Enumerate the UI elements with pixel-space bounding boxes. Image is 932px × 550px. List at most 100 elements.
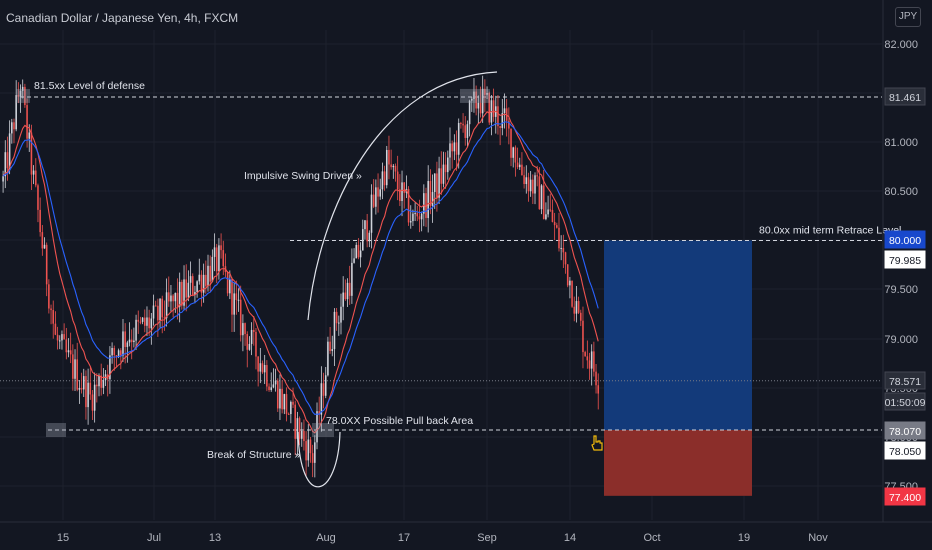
candle-body [122,331,124,356]
candle-body [211,256,214,282]
candle-body [54,323,57,335]
candle-body [41,232,44,249]
candle-body [449,143,451,158]
structure-break-arc[interactable] [297,431,341,488]
candle-body [303,430,305,442]
candle-body [379,189,382,197]
time-axis[interactable]: 15 Jul 13 Aug 17 Sep 14 Oct 19 Nov [0,521,932,544]
candle-body [109,355,111,380]
price-label-text: 79.985 [889,255,921,267]
y-tick-label: 80.500 [884,186,918,198]
candle-body [475,91,477,109]
annotation-text[interactable]: Break of Structure » [207,449,301,461]
candle-body [39,209,41,233]
candle-body [335,311,338,324]
candle-body [514,147,517,163]
candle-body [569,280,571,286]
candle-body [471,98,473,101]
annotation-text[interactable]: 78.0XX Possible Pull back Area [326,415,473,427]
target-zone[interactable] [604,240,752,431]
annotation-text[interactable]: 81.5xx Level of defense [34,80,145,92]
candle-body [324,375,327,396]
candle-body [451,143,453,152]
candle-body [444,164,447,173]
candle-body [276,380,279,409]
pointer-hand-icon [591,435,603,451]
stop-zone[interactable] [604,430,752,496]
x-tick-label: Oct [643,532,660,544]
candle-body [96,384,98,387]
candle-body [58,340,61,342]
currency-button[interactable]: JPY [895,7,921,27]
candle-body [48,284,50,309]
candle-body [316,411,318,443]
candle-body [242,323,244,336]
candle-body [534,175,536,194]
annotations: 81.5xx Level of defense Impulsive Swing D… [34,80,901,461]
candle-body [124,331,126,348]
candle-body [215,247,218,272]
moving-averages [2,110,599,434]
candle-body [257,356,259,372]
candle-body [91,394,94,411]
candle-body [274,380,277,385]
level-lines [0,96,882,431]
y-tick-label: 81.000 [884,137,918,149]
x-tick-label: 15 [57,532,69,544]
candle-body [468,100,471,125]
candle-body [183,279,185,306]
impulse-swing-arc[interactable] [307,71,498,321]
candle-body [146,317,148,326]
candle-body [562,247,565,253]
candle-body [159,298,161,321]
y-tick-label: 79.000 [884,334,918,346]
candle-body [213,247,216,257]
candle-body [453,142,456,152]
candle-body [553,221,556,226]
candle-body [536,175,538,177]
price-label-text: 81.461 [889,92,921,104]
candle-body [314,442,316,463]
candle-body [545,214,547,220]
candle-body [172,295,174,302]
candle-body [191,276,194,295]
candle-body [477,102,480,109]
candle-body [32,170,35,175]
candle-body [283,394,286,410]
candle-body [575,301,578,314]
x-tick-label: Sep [477,532,497,544]
candle-body [357,244,360,258]
candle-body [174,292,177,302]
candle-body [198,274,201,282]
annotation-text[interactable]: 80.0xx mid term Retrace Level [759,224,901,236]
candle-body [525,177,528,185]
y-tick-label: 82.000 [884,39,918,51]
candle-body [17,95,20,97]
candle-body [163,317,166,319]
candle-body [218,245,220,272]
x-tick-label: 14 [564,532,576,544]
candle-body [396,171,399,190]
price-label [884,487,926,506]
candle-body [4,152,7,177]
candle-body [401,182,403,202]
candle-body [237,299,240,301]
candle-body [272,384,275,388]
x-tick-label: 17 [398,532,410,544]
price-label-text: 78.571 [889,376,921,388]
candle-body [100,375,102,388]
candle-body [351,262,353,296]
candle-body [412,213,414,222]
candle-body [571,280,573,307]
candle-body [460,122,462,124]
candle-body [98,375,100,387]
candle-body [194,292,196,295]
candle-body [185,279,187,298]
candle-body [372,194,375,207]
candle-body [287,413,290,415]
candle-body [588,360,591,369]
candle-body [346,282,349,300]
candle-body [580,312,582,321]
annotation-text[interactable]: Impulsive Swing Driven » [244,170,362,182]
